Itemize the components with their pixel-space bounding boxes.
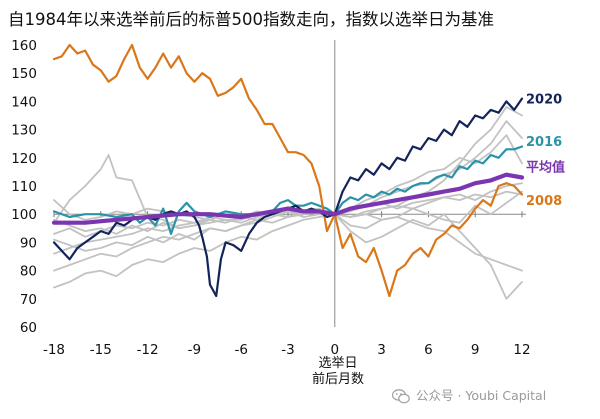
series-label-2020: 2020 [526,93,562,108]
x-tick-label: -6 [234,342,247,358]
x-tick-label: -3 [281,342,294,358]
y-tick-label: 160 [11,38,37,54]
reference-lines [54,40,526,327]
chart-title: 自1984年以来选举前后的标普500指数走向，指数以选举日为基准 [8,10,494,29]
series-label-2016: 2016 [526,135,562,150]
y-axis: 60 70 80 90 100 110 120 130 140 150 160 [11,38,37,336]
y-tick-label: 80 [20,264,37,280]
series-line-2016 [52,145,524,235]
x-tick-label: 0 [331,342,340,358]
wechat-icon [392,389,410,404]
series-line-other [53,190,523,289]
watermark-text: 公众号 · Youbi Capital [416,388,547,403]
y-tick-label: 60 [20,320,37,336]
x-tick-label: 3 [377,342,386,358]
y-tick-label: 70 [20,292,37,308]
y-tick-label: 90 [20,235,37,251]
y-tick-label: 130 [11,123,37,139]
series-label-2008: 2008 [526,194,562,209]
series-line-2020 [52,97,524,298]
x-tick-label: -18 [43,342,65,358]
x-tick-label: -12 [137,342,159,358]
watermark: 公众号 · Youbi Capital [392,385,546,404]
x-axis-label-line-2: 前后月数 [311,372,364,387]
y-tick-label: 120 [11,151,37,167]
series-line-other [53,190,523,235]
x-tick-label: -9 [188,342,201,358]
x-axis-label: 选举日 前后月数 [278,356,398,388]
series-labels: 2020 2016 平均值 2008 [526,93,565,210]
series-line-other [53,106,523,255]
y-tick-label: 110 [11,179,37,195]
x-tick-label: -15 [90,342,112,358]
x-tick-label: 12 [513,342,530,358]
x-tick-label: 9 [471,342,480,358]
y-tick-label: 140 [11,94,37,110]
x-axis: -18 -15 -12 -9 -6 -3 0 3 6 9 12 [43,211,531,358]
series-layer [51,43,525,300]
series-line-2008 [52,43,524,298]
x-axis-label-line-1: 选举日 [318,356,358,371]
y-tick-label: 100 [11,207,37,223]
y-tick-label: 150 [11,66,37,82]
x-tick-label: 6 [424,342,433,358]
series-label-平均值: 平均值 [526,159,565,175]
series-line-平均值 [51,172,525,225]
